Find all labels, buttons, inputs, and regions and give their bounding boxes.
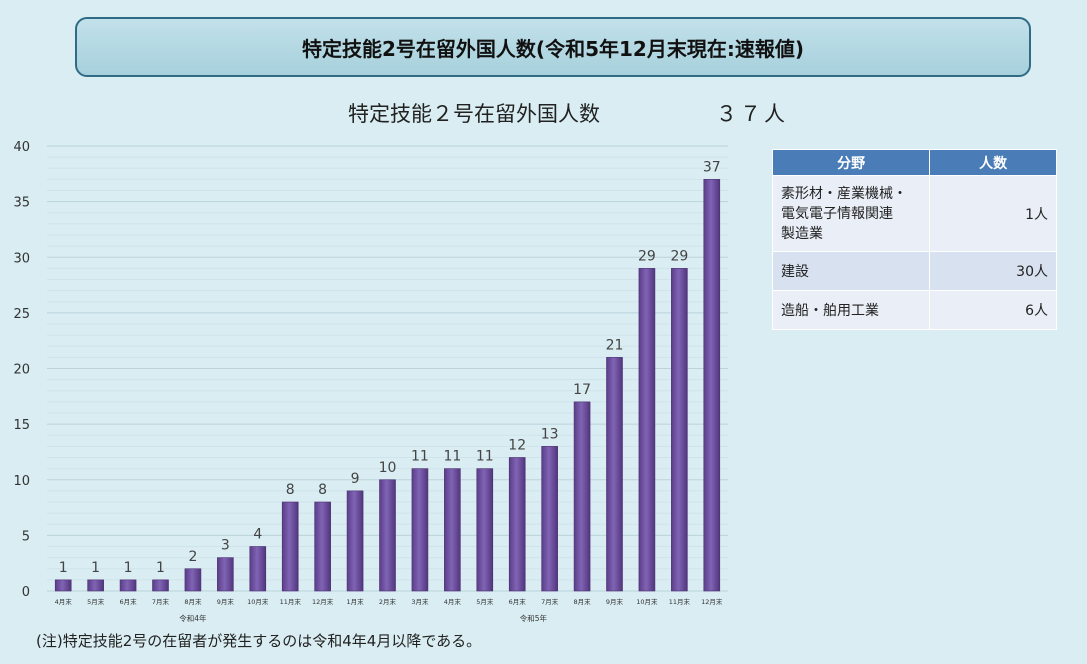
x-tick-label: 5月末 xyxy=(87,597,105,606)
data-label: 3 xyxy=(221,538,230,554)
x-axis-year-groups: 令和4年 令和5年 xyxy=(179,613,547,623)
x-tick-label: 4月末 xyxy=(444,597,462,606)
y-tick-label: 30 xyxy=(13,251,30,266)
bar xyxy=(152,579,169,592)
bar xyxy=(703,179,721,592)
bar xyxy=(346,490,364,592)
bar xyxy=(54,579,72,592)
x-tick-label: 7月末 xyxy=(541,597,559,606)
y-tick-label: 35 xyxy=(13,196,30,211)
x-tick-label: 8月末 xyxy=(184,597,202,606)
bars xyxy=(54,179,721,592)
data-label: 21 xyxy=(606,337,624,353)
y-tick-label: 15 xyxy=(13,418,30,433)
header-count: 人数 xyxy=(929,149,1057,176)
data-label: 8 xyxy=(286,482,295,498)
bar xyxy=(314,501,331,592)
field-name: 造船・舶用工業 xyxy=(771,290,931,330)
bar xyxy=(217,557,234,592)
field-name: 建設 xyxy=(771,251,931,291)
x-tick-label: 6月末 xyxy=(509,597,527,606)
table-row: 素形材・産業機械・ 電気電子情報関連 製造業 1人 xyxy=(771,175,1057,252)
bar xyxy=(411,468,429,592)
data-label: 10 xyxy=(379,460,397,476)
data-label: 12 xyxy=(508,438,526,454)
data-label: 1 xyxy=(124,560,133,576)
summary-label: 特定技能２号在留外国人数 xyxy=(348,102,600,126)
x-tick-label: 8月末 xyxy=(574,597,592,606)
data-label: 11 xyxy=(443,449,461,465)
field-count: 6人 xyxy=(929,290,1057,330)
data-label: 17 xyxy=(573,382,591,398)
bar xyxy=(508,457,526,592)
bar xyxy=(638,268,656,592)
bar xyxy=(476,468,494,592)
data-label: 8 xyxy=(318,482,327,498)
title-banner: 特定技能2号在留外国人数(令和5年12月末現在:速報値) xyxy=(75,17,1031,77)
y-tick-label: 5 xyxy=(22,529,30,544)
field-count: 30人 xyxy=(929,251,1057,291)
data-label: 9 xyxy=(351,471,360,487)
x-tick-label: 12月末 xyxy=(312,597,334,606)
x-tick-label: 6月末 xyxy=(120,597,138,606)
data-label: 1 xyxy=(156,560,165,576)
x-tick-label: 3月末 xyxy=(411,597,429,606)
x-tick-label: 10月末 xyxy=(636,597,658,606)
field-table: 分野 人数 素形材・産業機械・ 電気電子情報関連 製造業 1人 建設 30人 造… xyxy=(771,149,1057,330)
bar xyxy=(379,479,396,592)
footnote: (注)特定技能2号の在留者が発生するのは令和4年4月以降である。 xyxy=(36,632,482,650)
x-tick-label: 10月末 xyxy=(247,597,269,606)
summary-count: ３７人 xyxy=(716,102,788,126)
x-tick-label: 9月末 xyxy=(606,597,624,606)
y-tick-label: 25 xyxy=(13,307,30,322)
x-tick-label: 1月末 xyxy=(347,597,365,606)
bar xyxy=(119,579,137,592)
data-label: 1 xyxy=(59,560,68,576)
x-tick-label: 9月末 xyxy=(217,597,235,606)
bar xyxy=(281,501,299,592)
y-tick-label: 40 xyxy=(13,140,30,155)
data-label: 29 xyxy=(638,248,656,264)
data-label: 13 xyxy=(541,426,559,442)
data-label: 4 xyxy=(253,527,262,543)
x-tick-label: 5月末 xyxy=(476,597,494,606)
y-axis-ticks: 0 5 10 15 20 25 30 35 40 xyxy=(13,140,30,600)
x-tick-label: 4月末 xyxy=(55,597,73,606)
table-row: 建設 30人 xyxy=(771,251,1057,291)
table-row: 造船・舶用工業 6人 xyxy=(771,290,1057,330)
y-tick-label: 10 xyxy=(13,474,30,489)
y-tick-label: 20 xyxy=(13,363,30,378)
data-label: 2 xyxy=(188,549,197,565)
y-tick-label: 0 xyxy=(22,585,30,600)
field-count: 1人 xyxy=(929,175,1057,252)
bar xyxy=(249,546,267,592)
data-label: 11 xyxy=(411,449,429,465)
header-field: 分野 xyxy=(771,149,931,176)
x-tick-label: 2月末 xyxy=(379,597,397,606)
data-label: 1 xyxy=(91,560,100,576)
bar xyxy=(541,446,558,592)
bar xyxy=(444,468,461,592)
x-tick-label: 11月末 xyxy=(280,597,302,606)
bar xyxy=(606,357,623,592)
x-tick-label: 11月末 xyxy=(669,597,691,606)
data-label: 11 xyxy=(476,449,494,465)
bar xyxy=(87,579,104,592)
data-label: 29 xyxy=(670,248,688,264)
year-group-label: 令和5年 xyxy=(520,613,548,623)
bar xyxy=(573,401,591,592)
bar xyxy=(184,568,202,592)
x-tick-label: 12月末 xyxy=(701,597,723,606)
page-title: 特定技能2号在留外国人数(令和5年12月末現在:速報値) xyxy=(302,36,804,61)
data-label: 37 xyxy=(703,159,721,175)
year-group-label: 令和4年 xyxy=(179,613,207,623)
field-name: 素形材・産業機械・ 電気電子情報関連 製造業 xyxy=(771,175,931,252)
x-axis-ticks: 4月末 5月末 6月末 7月末 8月末 9月末 10月末 11月末 12月末 1月末 2月末 3月末 4… xyxy=(55,597,723,606)
bar xyxy=(671,268,688,592)
x-tick-label: 7月末 xyxy=(152,597,170,606)
